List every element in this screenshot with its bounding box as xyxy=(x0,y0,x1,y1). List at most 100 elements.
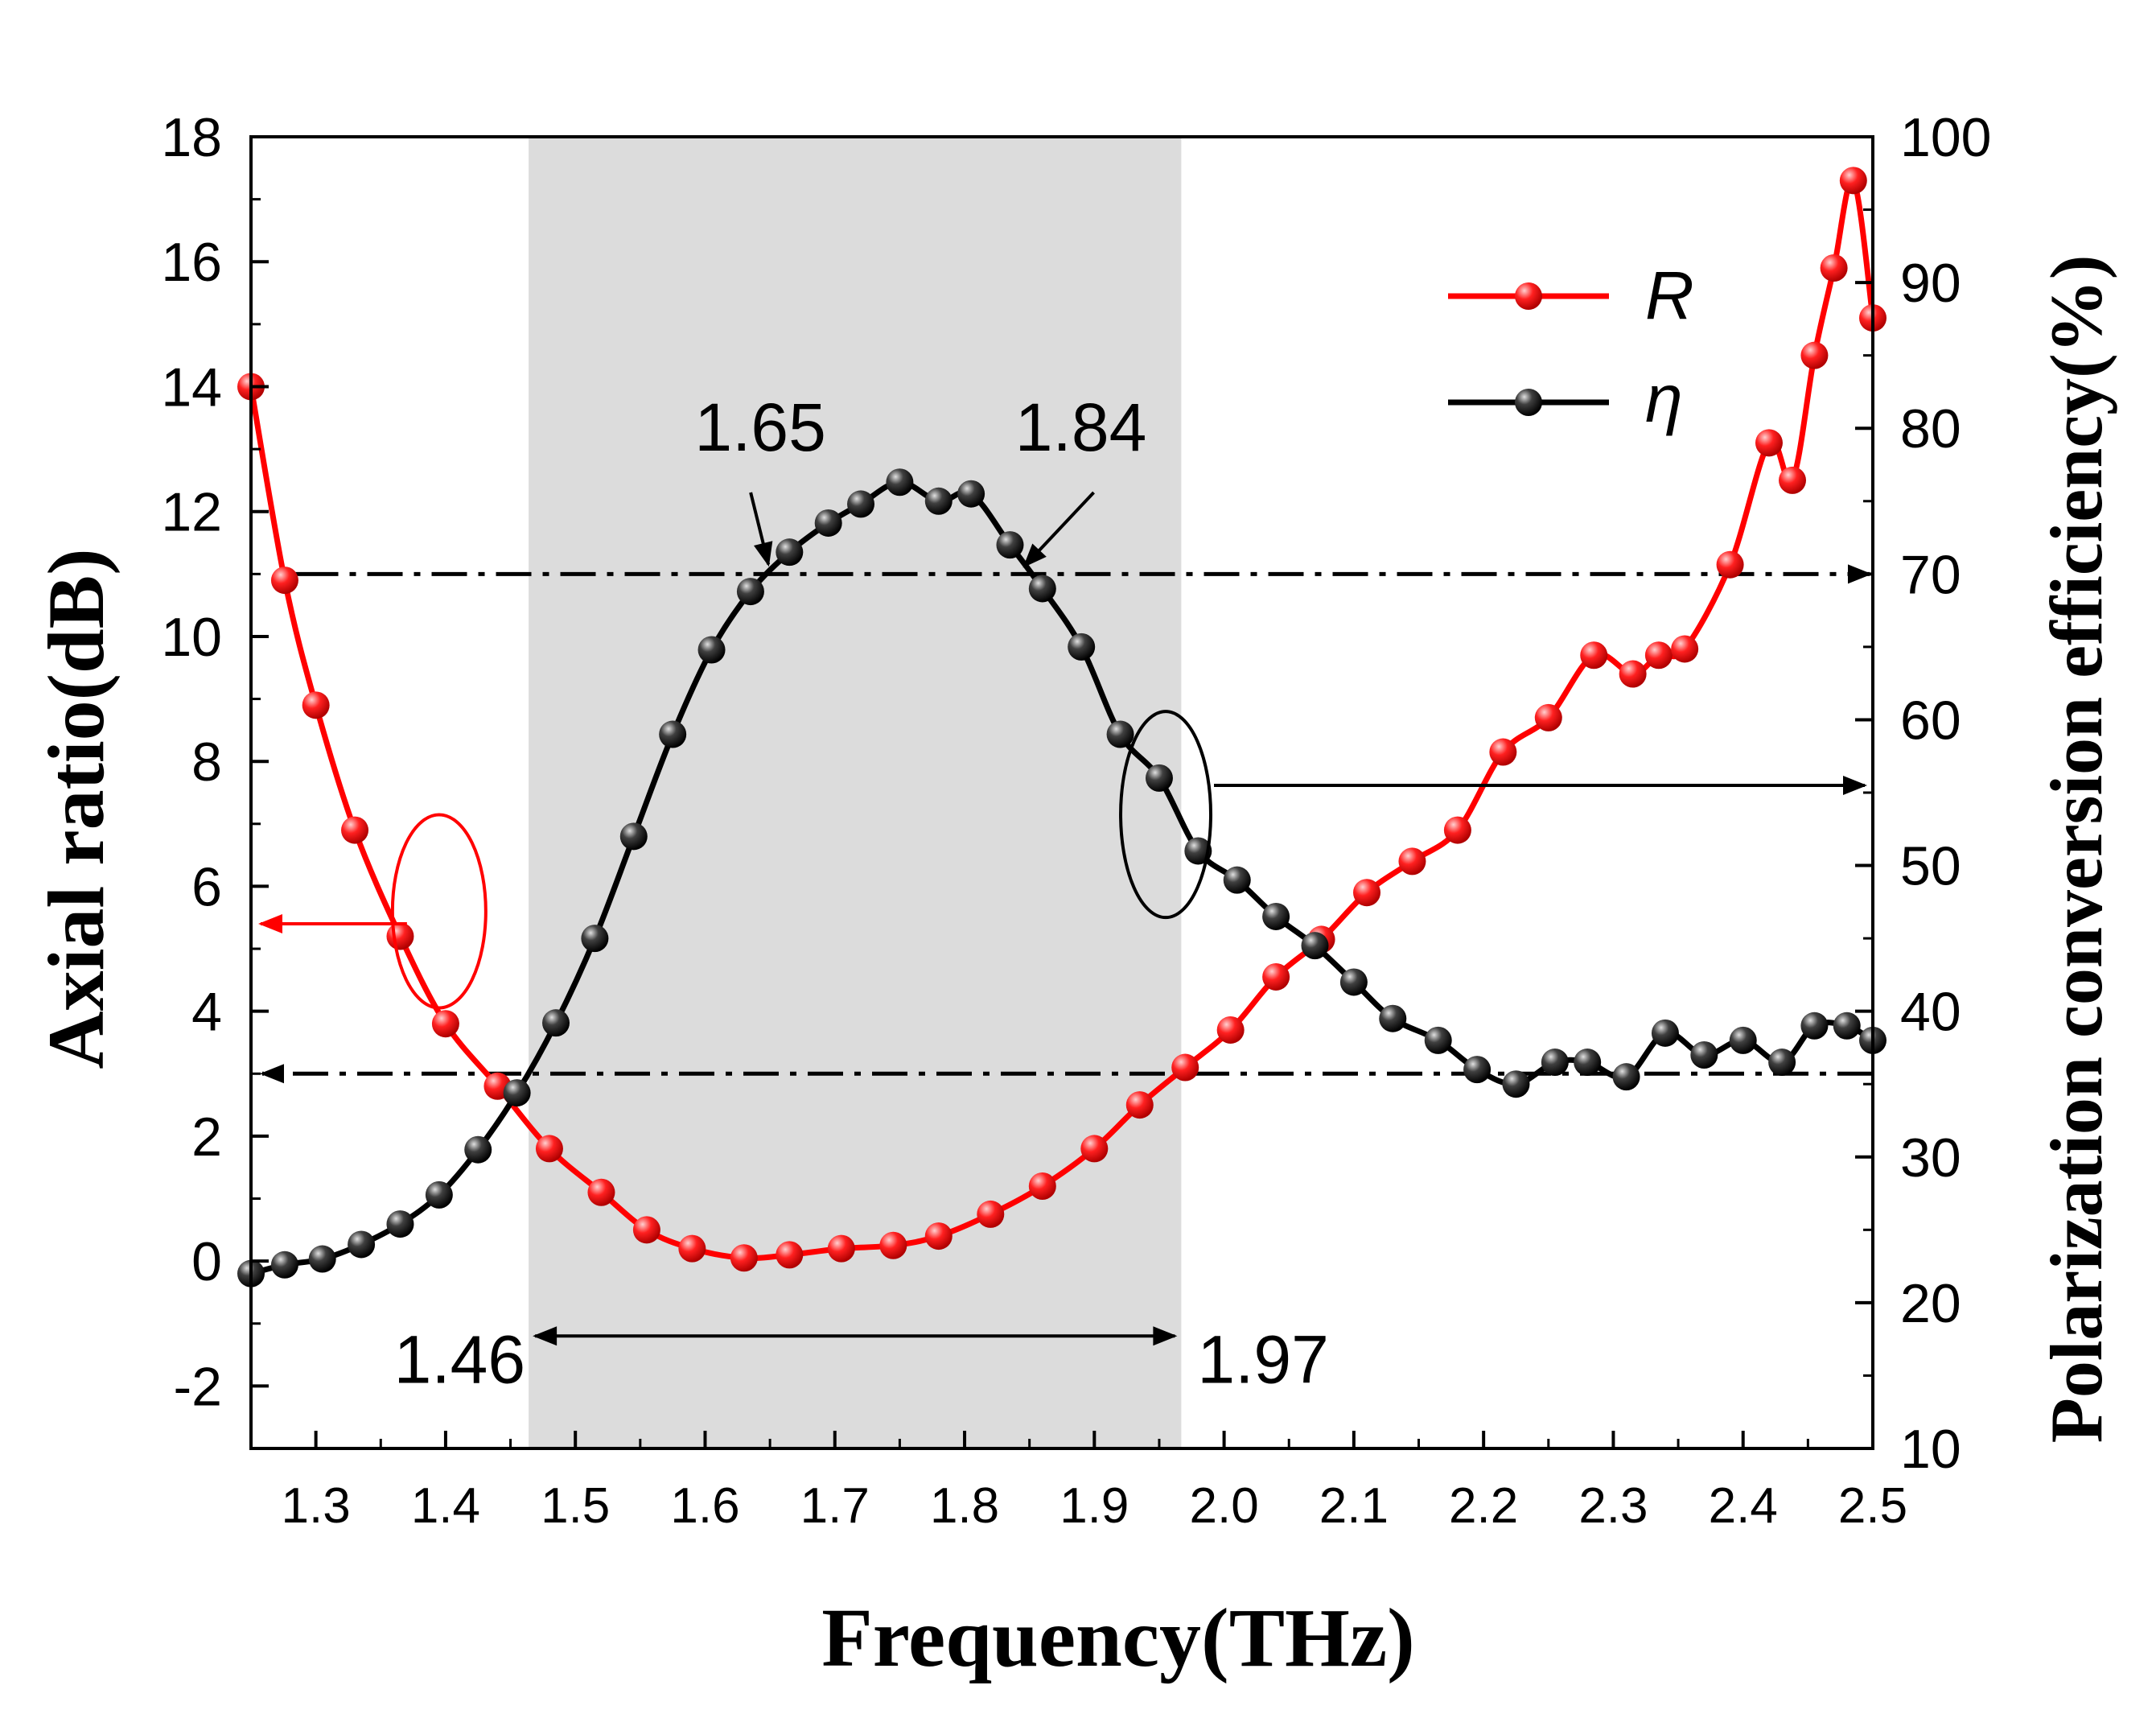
y-right-tick-label: 40 xyxy=(1900,982,1961,1043)
y-right-tick-label: 90 xyxy=(1900,253,1961,314)
data-point-eta xyxy=(776,538,804,567)
x-tick-label: 1.9 xyxy=(1059,1478,1129,1534)
annotation-label-1.46: 1.46 xyxy=(394,1321,526,1397)
y-right-tick-label: 50 xyxy=(1900,836,1961,897)
data-point-R xyxy=(1028,1172,1056,1200)
data-point-R xyxy=(1580,641,1608,670)
legend-label-R: R xyxy=(1645,258,1694,333)
data-point-R xyxy=(431,1010,459,1038)
data-point-eta xyxy=(464,1135,492,1164)
x-tick-label: 2.5 xyxy=(1838,1478,1907,1534)
data-point-eta xyxy=(1106,720,1134,748)
data-point-eta xyxy=(1651,1019,1679,1047)
data-point-eta xyxy=(348,1230,376,1259)
data-point-R xyxy=(1716,550,1744,579)
data-point-eta xyxy=(1068,632,1096,661)
data-point-R xyxy=(730,1244,758,1272)
y-right-tick-label: 20 xyxy=(1900,1273,1961,1334)
data-point-eta xyxy=(1833,1012,1861,1040)
data-point-eta xyxy=(814,509,842,537)
series-R xyxy=(237,167,1886,1272)
data-point-eta xyxy=(308,1245,336,1273)
x-tick-label: 2.0 xyxy=(1189,1478,1258,1534)
data-point-eta xyxy=(581,925,609,953)
data-point-eta xyxy=(1223,866,1251,894)
data-point-eta xyxy=(1145,764,1173,792)
data-point-R xyxy=(1080,1135,1109,1163)
data-point-R xyxy=(1443,816,1471,844)
x-tick-label: 2.1 xyxy=(1319,1478,1389,1534)
series-line-R xyxy=(248,177,1876,1262)
data-point-eta xyxy=(425,1180,453,1209)
y-left-tick-label: 6 xyxy=(191,856,222,917)
y-right-tick-label: 30 xyxy=(1900,1127,1961,1189)
series-eta xyxy=(237,468,1886,1288)
data-point-R xyxy=(1125,1091,1154,1119)
y-right-tick-label: 80 xyxy=(1900,398,1961,459)
data-point-eta xyxy=(1729,1026,1757,1054)
shaded-band xyxy=(529,137,1182,1448)
data-point-R xyxy=(1755,429,1783,457)
y-left-tick-label: 2 xyxy=(191,1106,222,1168)
y-left-tick-label: 0 xyxy=(191,1231,222,1292)
legend: Rη xyxy=(1448,258,1694,436)
data-point-R xyxy=(587,1178,615,1206)
x-tick-label: 1.4 xyxy=(411,1478,480,1534)
data-point-R xyxy=(341,816,369,844)
y-right-tick-label: 100 xyxy=(1900,107,1991,168)
x-tick-label: 1.7 xyxy=(800,1478,870,1534)
y-right-tick-label: 60 xyxy=(1900,690,1961,751)
data-point-eta xyxy=(270,1250,298,1279)
y-right-axis-label: Polarization conversion efficiency(%) xyxy=(2035,255,2117,1444)
data-point-eta xyxy=(1800,1012,1829,1040)
annotations-layer: 1.65 1.84 1.46 1.97 xyxy=(258,389,1867,1397)
data-point-eta xyxy=(1541,1049,1569,1077)
legend-label-eta: η xyxy=(1645,361,1683,436)
data-point-R xyxy=(1398,847,1426,876)
x-tick-label: 1.8 xyxy=(930,1478,999,1534)
data-point-eta xyxy=(697,636,726,664)
data-point-eta xyxy=(1184,837,1212,865)
data-point-eta xyxy=(1612,1063,1640,1091)
shaded-band-layer xyxy=(529,137,1182,1448)
data-point-eta xyxy=(1690,1041,1718,1069)
data-point-R xyxy=(1779,466,1807,494)
annotation-label-1.65: 1.65 xyxy=(694,389,826,465)
y-right-tick-label: 10 xyxy=(1900,1419,1961,1480)
data-point-R xyxy=(1216,1016,1245,1044)
data-point-R xyxy=(1489,738,1517,766)
x-tick-label: 1.5 xyxy=(541,1478,610,1534)
data-point-eta xyxy=(1379,1004,1407,1032)
data-point-eta xyxy=(736,578,764,606)
data-point-R xyxy=(1619,660,1647,688)
y-left-tick-label: 16 xyxy=(161,232,222,293)
data-point-R xyxy=(1171,1053,1199,1082)
data-point-R xyxy=(827,1234,855,1263)
data-point-R xyxy=(678,1234,706,1263)
data-point-eta xyxy=(1574,1049,1602,1077)
axes-layer: 1.3 1.4 1.5 1.6 1.7 1.8 1.9 2.0 2.1 2.2 2.3 2.4 2.5 -… xyxy=(161,107,1991,1534)
data-point-eta xyxy=(996,531,1024,559)
axis-labels-layer: Frequency(THz) Axial ratio(dB) Polarizatio… xyxy=(31,255,2117,1684)
data-point-R xyxy=(924,1222,953,1250)
y-left-tick-label: 14 xyxy=(161,356,222,418)
data-point-eta xyxy=(1028,575,1056,603)
annotation-arrow-1.65 xyxy=(749,492,773,567)
data-point-eta xyxy=(659,720,687,748)
data-point-eta xyxy=(1768,1049,1796,1077)
data-point-R xyxy=(1671,635,1699,663)
y-left-tick-label: 4 xyxy=(191,982,222,1043)
x-tick-label: 2.3 xyxy=(1578,1478,1648,1534)
data-point-eta xyxy=(1301,932,1329,960)
y-right-tick-label: 70 xyxy=(1900,544,1961,605)
data-point-R xyxy=(1644,641,1673,670)
data-point-R xyxy=(1353,879,1381,907)
data-point-eta xyxy=(957,480,985,508)
x-tick-label: 2.2 xyxy=(1449,1478,1518,1534)
data-point-eta xyxy=(924,487,953,515)
data-point-eta xyxy=(1424,1026,1452,1054)
data-point-R xyxy=(1262,962,1290,991)
x-tick-label: 1.6 xyxy=(670,1478,739,1534)
data-point-R xyxy=(270,567,298,595)
